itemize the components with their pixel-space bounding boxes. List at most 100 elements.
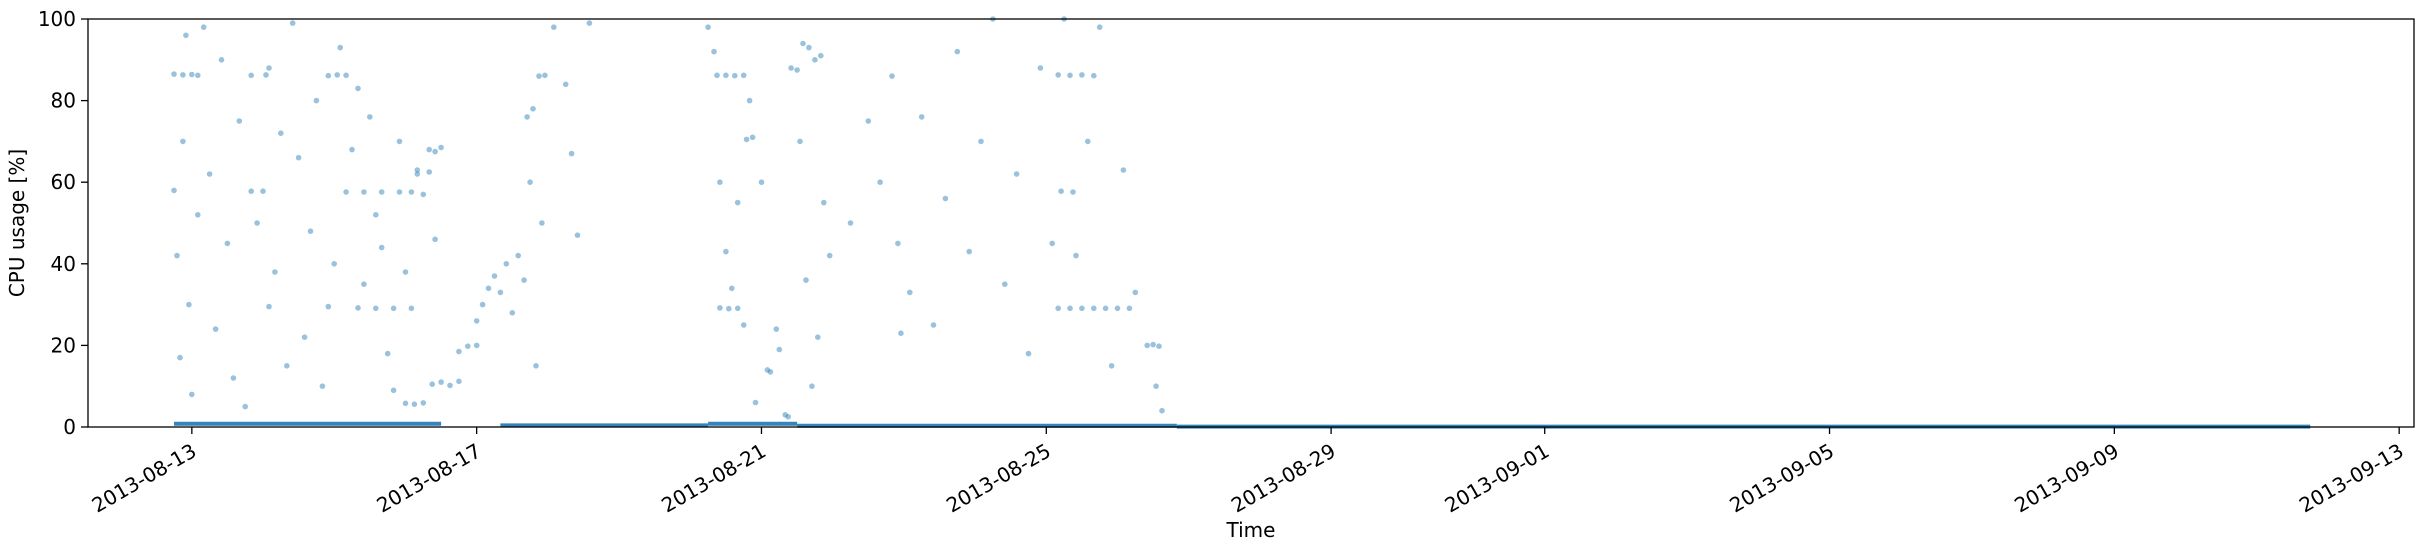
data-point [465, 343, 471, 350]
data-point [705, 24, 711, 31]
data-point [266, 303, 272, 310]
data-point [414, 171, 421, 177]
data-point [200, 24, 207, 31]
data-point [776, 346, 783, 353]
data-point [758, 179, 765, 185]
data-point [284, 363, 290, 369]
data-point [355, 85, 361, 92]
data-point [266, 65, 272, 71]
data-point [473, 318, 480, 324]
data-point [1058, 188, 1064, 194]
data-point [373, 305, 379, 312]
data-point [343, 72, 349, 79]
data-point [337, 44, 344, 51]
data-point [331, 261, 338, 267]
data-point [732, 72, 738, 79]
data-point [717, 305, 723, 311]
data-point [1153, 383, 1159, 390]
data-point [1085, 138, 1091, 145]
data-point [568, 150, 575, 157]
data-point [782, 412, 788, 418]
data-point [717, 179, 723, 185]
x-axis: 2013-08-13 2013-08-17 2013-08-21 2013-08-25… [88, 427, 2408, 517]
data-point [429, 381, 436, 388]
data-point [408, 189, 415, 195]
data-point [171, 187, 177, 194]
data-point [788, 65, 794, 71]
data-point [230, 375, 237, 381]
data-point [438, 144, 444, 151]
data-point [224, 240, 231, 247]
data-point [767, 369, 774, 375]
data-point [402, 400, 409, 407]
data-point [734, 199, 741, 206]
data-point [456, 378, 462, 385]
data-point [426, 146, 433, 153]
x-tick-label: 2013-09-05 [1725, 439, 1838, 518]
data-point [180, 138, 186, 145]
data-point [847, 220, 854, 226]
data-point [1055, 305, 1061, 312]
data-point [1144, 342, 1150, 349]
y-axis: 0 20 40 60 80 100 [38, 7, 88, 439]
data-point [420, 400, 427, 406]
data-point [174, 252, 180, 259]
x-tick-label: 2013-08-17 [372, 439, 485, 518]
data-point [714, 72, 720, 79]
data-point [1114, 305, 1121, 312]
data-point [1079, 305, 1085, 312]
plot-frame [87, 18, 2415, 428]
data-point [826, 252, 833, 259]
data-point [307, 228, 314, 234]
data-point [574, 232, 581, 238]
x-tick-label: 2013-09-09 [2010, 439, 2123, 518]
data-point [1102, 305, 1109, 312]
data-point [907, 289, 913, 296]
data-point [390, 387, 397, 394]
data-point [218, 57, 225, 63]
data-point [426, 169, 433, 175]
data-point [313, 97, 320, 104]
data-point [865, 118, 872, 124]
data-point [539, 220, 545, 226]
x-tick-label: 2013-08-29 [1227, 439, 1340, 518]
data-point [1067, 72, 1073, 79]
y-tick-label: 40 [51, 252, 76, 276]
data-point [542, 72, 548, 79]
data-point [551, 24, 557, 31]
data-point [821, 199, 827, 206]
data-point [254, 220, 260, 226]
data-point [325, 303, 332, 310]
data-point [773, 326, 780, 332]
data-point [740, 72, 747, 79]
x-tick-label: 2013-08-25 [942, 439, 1055, 518]
data-point [533, 363, 539, 369]
x-axis-label: Time [1226, 518, 1276, 542]
data-point [485, 285, 492, 292]
data-point [361, 189, 367, 195]
data-point [1073, 252, 1079, 259]
data-point [942, 195, 949, 202]
data-point [723, 248, 729, 255]
data-point [367, 114, 373, 120]
data-point [183, 32, 189, 39]
data-point [319, 383, 326, 390]
data-point [806, 44, 812, 51]
data-point [764, 367, 771, 373]
data-point [206, 171, 213, 177]
data-point [521, 277, 527, 283]
data-point [815, 334, 821, 341]
y-tick-label: 0 [63, 415, 76, 439]
data-point [186, 301, 192, 308]
data-point [794, 67, 800, 73]
data-point [586, 20, 593, 26]
y-axis-label: CPU usage [%] [5, 149, 29, 297]
data-point [503, 261, 510, 267]
data-point [420, 191, 427, 198]
data-point [497, 289, 504, 296]
data-point [289, 20, 296, 26]
data-point [278, 130, 284, 136]
data-point [1079, 72, 1085, 78]
y-tick-label: 60 [51, 170, 76, 194]
